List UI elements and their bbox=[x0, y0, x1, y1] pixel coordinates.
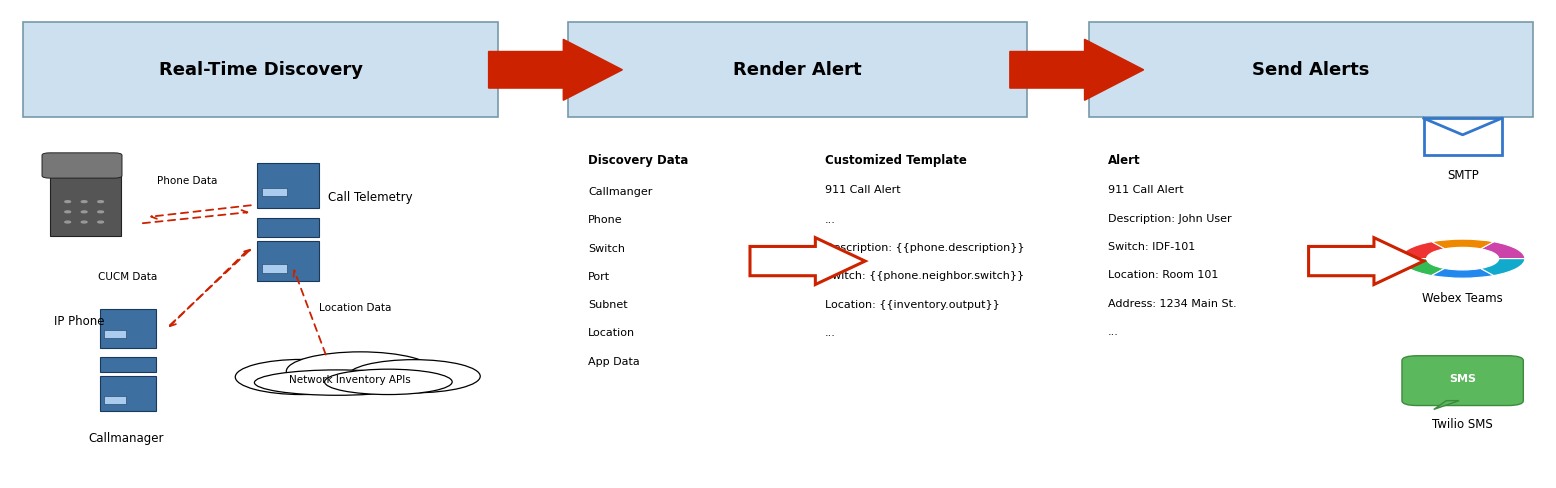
Circle shape bbox=[81, 221, 87, 223]
Wedge shape bbox=[1400, 259, 1444, 276]
FancyBboxPatch shape bbox=[261, 188, 286, 196]
Ellipse shape bbox=[235, 359, 367, 394]
FancyBboxPatch shape bbox=[23, 22, 498, 117]
FancyBboxPatch shape bbox=[257, 218, 319, 237]
Text: IP Phone: IP Phone bbox=[54, 315, 104, 328]
FancyBboxPatch shape bbox=[104, 396, 126, 404]
Text: Twilio SMS: Twilio SMS bbox=[1432, 418, 1494, 431]
Polygon shape bbox=[1010, 39, 1144, 100]
Text: Location Data: Location Data bbox=[319, 304, 392, 313]
Ellipse shape bbox=[347, 360, 481, 393]
FancyBboxPatch shape bbox=[50, 176, 121, 236]
Text: Address: 1234 Main St.: Address: 1234 Main St. bbox=[1108, 299, 1237, 308]
FancyBboxPatch shape bbox=[42, 153, 121, 178]
Polygon shape bbox=[1433, 401, 1460, 409]
FancyBboxPatch shape bbox=[100, 376, 156, 411]
Text: SMTP: SMTP bbox=[1447, 169, 1478, 182]
Text: Send Alerts: Send Alerts bbox=[1253, 61, 1369, 79]
Text: Phone: Phone bbox=[588, 215, 622, 225]
FancyBboxPatch shape bbox=[100, 357, 156, 372]
Polygon shape bbox=[750, 238, 865, 285]
Text: Webex Teams: Webex Teams bbox=[1422, 292, 1503, 305]
Text: ...: ... bbox=[1108, 327, 1119, 337]
Text: ...: ... bbox=[825, 215, 836, 224]
Text: Customized Template: Customized Template bbox=[825, 154, 966, 167]
FancyBboxPatch shape bbox=[100, 308, 156, 347]
Circle shape bbox=[65, 221, 70, 223]
Circle shape bbox=[81, 201, 87, 203]
Text: Port: Port bbox=[588, 272, 610, 282]
Text: Switch: {{phone.neighbor.switch}}: Switch: {{phone.neighbor.switch}} bbox=[825, 271, 1024, 281]
Ellipse shape bbox=[254, 370, 420, 395]
Text: Location: Location bbox=[588, 328, 635, 338]
FancyBboxPatch shape bbox=[257, 241, 319, 281]
Circle shape bbox=[98, 211, 103, 213]
Text: 911 Call Alert: 911 Call Alert bbox=[825, 185, 901, 195]
Text: ...: ... bbox=[825, 328, 836, 338]
Text: Callmanger: Callmanger bbox=[588, 187, 652, 197]
Text: Switch: Switch bbox=[588, 244, 626, 253]
Circle shape bbox=[65, 201, 70, 203]
Wedge shape bbox=[1400, 242, 1444, 259]
Text: Discovery Data: Discovery Data bbox=[588, 154, 689, 167]
Text: Description: {{phone.description}}: Description: {{phone.description}} bbox=[825, 243, 1024, 253]
Text: Callmanager: Callmanager bbox=[89, 432, 165, 445]
FancyBboxPatch shape bbox=[104, 330, 126, 338]
Text: Network Inventory APIs: Network Inventory APIs bbox=[289, 375, 411, 385]
Text: CUCM Data: CUCM Data bbox=[98, 272, 157, 282]
Circle shape bbox=[98, 221, 103, 223]
Wedge shape bbox=[1481, 242, 1525, 259]
Text: Call Telemetry: Call Telemetry bbox=[328, 191, 412, 204]
Text: SMS: SMS bbox=[1449, 374, 1477, 384]
Circle shape bbox=[81, 211, 87, 213]
Ellipse shape bbox=[325, 369, 453, 394]
Text: Description: John User: Description: John User bbox=[1108, 214, 1231, 224]
FancyBboxPatch shape bbox=[257, 163, 319, 208]
Text: Alert: Alert bbox=[1108, 154, 1141, 167]
Wedge shape bbox=[1481, 259, 1525, 276]
Text: Phone Data: Phone Data bbox=[157, 177, 216, 186]
FancyBboxPatch shape bbox=[1424, 119, 1502, 155]
FancyBboxPatch shape bbox=[223, 370, 478, 386]
Text: Subnet: Subnet bbox=[588, 300, 627, 310]
Circle shape bbox=[65, 211, 70, 213]
Polygon shape bbox=[1309, 238, 1424, 285]
Ellipse shape bbox=[286, 352, 434, 391]
Text: Real-Time Discovery: Real-Time Discovery bbox=[159, 61, 363, 79]
Text: Switch: IDF-101: Switch: IDF-101 bbox=[1108, 242, 1195, 252]
Polygon shape bbox=[489, 39, 622, 100]
Text: Render Alert: Render Alert bbox=[733, 61, 862, 79]
Wedge shape bbox=[1432, 239, 1494, 249]
Text: Location: {{inventory.output}}: Location: {{inventory.output}} bbox=[825, 300, 999, 309]
Wedge shape bbox=[1432, 268, 1494, 278]
FancyBboxPatch shape bbox=[568, 22, 1027, 117]
Circle shape bbox=[98, 201, 103, 203]
Text: App Data: App Data bbox=[588, 357, 640, 366]
Text: 911 Call Alert: 911 Call Alert bbox=[1108, 185, 1184, 195]
FancyBboxPatch shape bbox=[1402, 356, 1523, 406]
FancyBboxPatch shape bbox=[261, 264, 286, 273]
Text: Location: Room 101: Location: Room 101 bbox=[1108, 270, 1218, 280]
FancyBboxPatch shape bbox=[1089, 22, 1533, 117]
